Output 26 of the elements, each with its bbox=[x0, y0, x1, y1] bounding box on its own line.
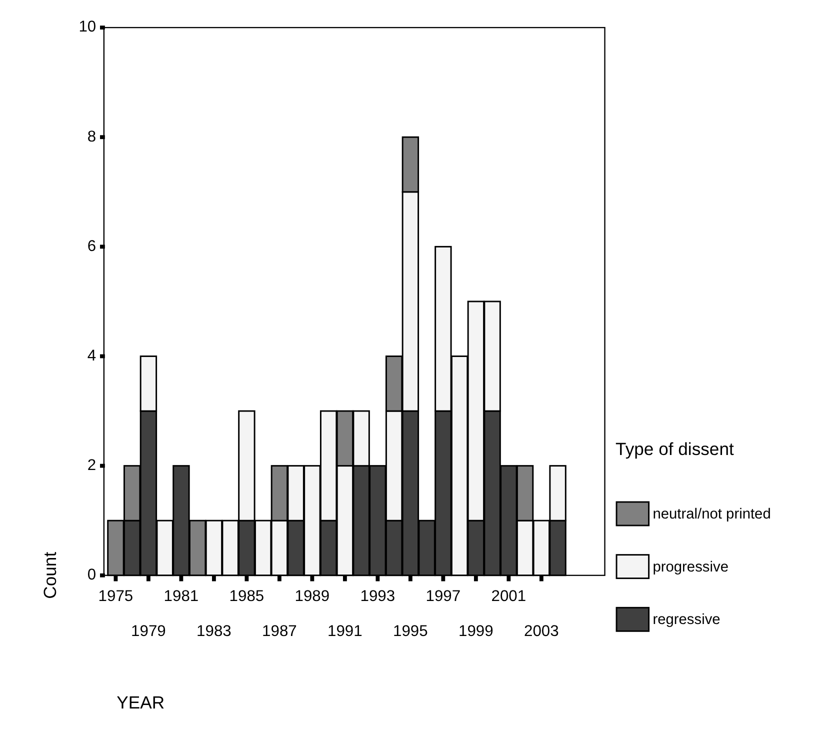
x-tick-label: 1991 bbox=[328, 623, 362, 640]
x-axis-title: YEAR bbox=[116, 692, 165, 712]
x-tick-label: 1979 bbox=[131, 623, 166, 640]
legend-title: Type of dissent bbox=[616, 439, 734, 460]
x-tick-label: 1993 bbox=[360, 588, 396, 605]
x-tick-label: 2003 bbox=[524, 623, 560, 640]
x-tick-label: 1997 bbox=[426, 588, 461, 605]
x-tick-label: 1995 bbox=[393, 623, 428, 640]
y-axis-title: Count bbox=[40, 552, 60, 599]
y-tick-label: 4 bbox=[87, 347, 96, 364]
y-tick-label: 10 bbox=[78, 18, 96, 36]
y-tick-label: 2 bbox=[87, 456, 96, 474]
legend-label: neutral/not printed bbox=[652, 506, 771, 523]
x-tick-label: 1989 bbox=[294, 588, 330, 605]
y-tick-label: 0 bbox=[87, 566, 96, 584]
y-tick-label: 6 bbox=[87, 238, 96, 255]
legend-label: progressive bbox=[652, 559, 728, 576]
x-tick-label: 2001 bbox=[491, 588, 526, 605]
x-tick-label: 1999 bbox=[458, 623, 494, 640]
x-tick-label: 1975 bbox=[98, 588, 134, 605]
x-tick-label: 1983 bbox=[196, 623, 232, 640]
x-tick-label: 1981 bbox=[164, 588, 199, 605]
x-tick-label: 1987 bbox=[262, 623, 297, 640]
x-tick-label: 1985 bbox=[229, 588, 264, 605]
legend-label: regressive bbox=[652, 612, 720, 628]
y-tick-label: 8 bbox=[87, 128, 96, 146]
